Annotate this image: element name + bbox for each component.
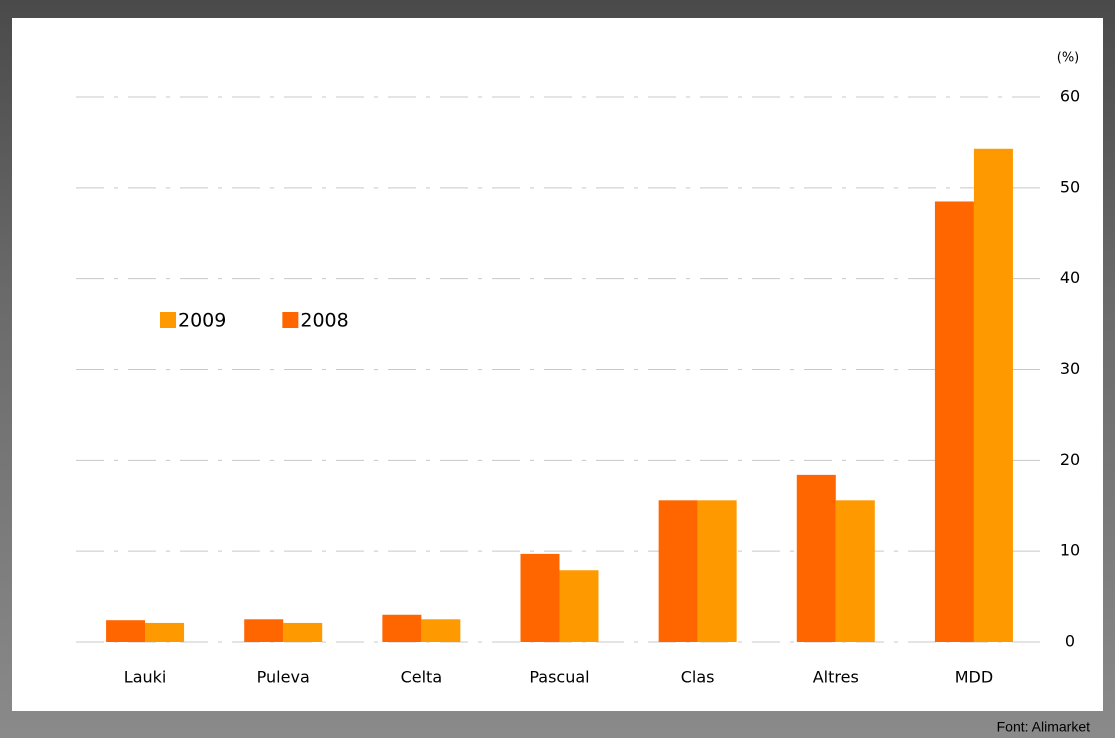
source: Font: Alimarket <box>997 719 1090 735</box>
bar <box>106 620 145 642</box>
x-tick-label: Puleva <box>257 668 310 687</box>
page: (%) Font: Alimarket 0 10 20 30 40 50 60 Lauki Pu… <box>0 0 1115 738</box>
bar <box>145 623 184 642</box>
y-tick-label: 50 <box>1060 177 1080 196</box>
y-tick-label: 10 <box>1060 541 1080 560</box>
x-tick-label: MDD <box>955 668 993 687</box>
x-tick-label: Lauki <box>124 668 167 687</box>
unit-label: (%) <box>1057 51 1080 66</box>
legend-swatch <box>282 312 298 328</box>
x-tick-label: Pascual <box>529 668 589 687</box>
x-tick-label: Altres <box>813 668 859 687</box>
bar <box>797 475 836 642</box>
bar <box>521 554 560 642</box>
bar <box>935 201 974 642</box>
y-tick-label: 0 <box>1065 632 1075 651</box>
bar <box>659 500 698 642</box>
legend-label: 2009 <box>178 310 226 332</box>
bar <box>560 570 599 642</box>
bar <box>283 623 322 642</box>
bar <box>421 619 460 642</box>
bar <box>974 149 1013 642</box>
legend-label: 2008 <box>300 310 348 332</box>
x-tick-label: Clas <box>681 668 715 687</box>
chart: (%) Font: Alimarket 0 10 20 30 40 50 60 Lauki Pu… <box>0 0 1115 738</box>
bar <box>698 500 737 642</box>
y-tick-label: 20 <box>1060 450 1080 469</box>
y-tick-label: 60 <box>1060 87 1080 106</box>
y-tick-label: 30 <box>1060 359 1080 378</box>
x-tick-label: Celta <box>401 668 443 687</box>
legend-swatch <box>160 312 176 328</box>
bar <box>382 615 421 642</box>
bar <box>244 619 283 642</box>
y-tick-label: 40 <box>1060 268 1080 287</box>
bar <box>836 500 875 642</box>
